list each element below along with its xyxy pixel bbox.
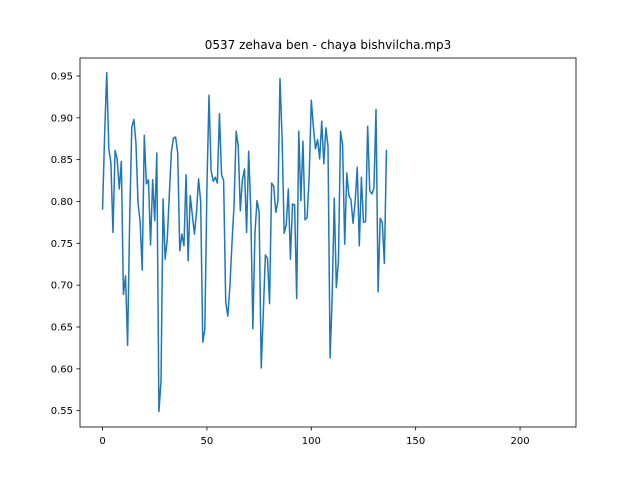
y-tick-label: 0.55 [51, 406, 73, 417]
y-tick-label: 0.60 [51, 364, 73, 375]
plot-area [79, 57, 577, 428]
chart-title: 0537 zehava ben - chaya bishvilcha.mp3 [205, 38, 452, 52]
y-tick-label: 0.80 [51, 197, 73, 208]
y-tick-label: 0.90 [51, 113, 73, 124]
series-group [101, 71, 388, 413]
axes-background [80, 58, 576, 427]
y-tick-label: 0.95 [51, 71, 73, 82]
x-tick-label: 50 [201, 436, 214, 447]
series-line-0 [101, 71, 388, 413]
y-tick-label: 0.70 [51, 281, 73, 292]
x-tick-label: 200 [511, 436, 530, 447]
x-tick-label: 0 [99, 436, 105, 447]
y-tick-label: 0.65 [51, 323, 73, 334]
y-tick-label: 0.85 [51, 155, 73, 166]
y-tick-label: 0.75 [51, 239, 73, 250]
x-tick-label: 100 [302, 436, 321, 447]
axes-frame [79, 57, 577, 428]
x-tick-label: 150 [406, 436, 425, 447]
x-axis: 0 50 100 150 200 [99, 427, 530, 447]
y-axis: 0.55 0.60 0.65 0.70 0.75 0.80 0.85 0.90 0.95 [51, 71, 80, 417]
